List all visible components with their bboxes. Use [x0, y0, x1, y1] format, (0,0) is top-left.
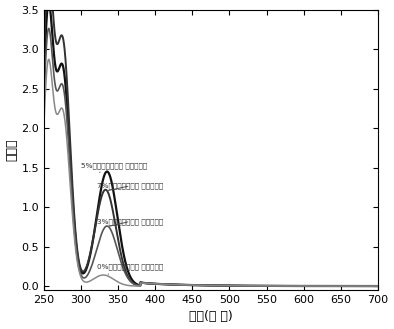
Text: 3%（原子百分比） 魈离子浓度: 3%（原子百分比） 魈离子浓度 [97, 218, 164, 226]
Text: 5%（原子百分比） 魈离子浓度: 5%（原子百分比） 魈离子浓度 [81, 163, 147, 172]
Y-axis label: 吸光度: 吸光度 [6, 139, 19, 161]
Text: 0%（原子百分比） 魈离子浓度: 0%（原子百分比） 魈离子浓度 [97, 264, 164, 274]
Text: 7%（原子百分比） 魈离子浓度: 7%（原子百分比） 魈离子浓度 [97, 183, 164, 191]
X-axis label: 波长(纳 米): 波长(纳 米) [189, 311, 233, 323]
